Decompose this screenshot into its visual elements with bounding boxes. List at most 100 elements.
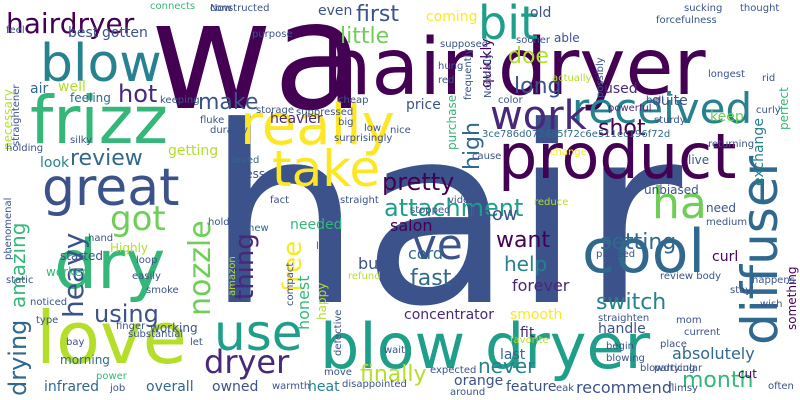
word: supposed [440, 39, 489, 50]
word: light [316, 241, 339, 252]
word: air [30, 81, 49, 97]
word: fluke [200, 115, 225, 126]
word: defective [333, 309, 344, 356]
word: exchange [751, 118, 767, 186]
word: particular [654, 363, 703, 374]
word: connects [150, 1, 196, 12]
word: review [70, 146, 143, 171]
word: keep [710, 109, 744, 125]
word: heavier [270, 111, 323, 127]
word: power [96, 371, 127, 382]
word: honest [294, 275, 313, 330]
word: color [498, 95, 523, 106]
word: forever [512, 276, 570, 295]
word: orange [454, 373, 504, 389]
word: eak [556, 383, 575, 394]
word: shot [598, 116, 646, 141]
word: cheap [338, 95, 369, 106]
word: hairdryer [6, 7, 135, 40]
word: ball [646, 95, 665, 106]
word: favorite [510, 335, 549, 346]
word: cause [472, 151, 502, 162]
word: nozzle [183, 220, 218, 316]
word: possibly [595, 57, 606, 98]
word: ha [652, 178, 707, 229]
word: purchase [445, 94, 459, 150]
word: feeling [70, 91, 111, 105]
word: owned [212, 379, 259, 395]
word: quite [652, 93, 688, 109]
word: frizz [30, 82, 168, 159]
word: loved [232, 155, 260, 166]
word: finally [360, 362, 427, 387]
word: keeping [160, 95, 200, 106]
word: bit [478, 0, 539, 50]
word: job [110, 383, 126, 394]
word: handle [598, 321, 646, 337]
word: frequently [463, 48, 474, 100]
word: ve [412, 220, 463, 269]
word: using [94, 300, 159, 328]
word: built [358, 254, 394, 273]
word: feature [506, 379, 557, 395]
word: work [490, 93, 587, 139]
word: holding [6, 143, 44, 154]
word: feel [6, 25, 25, 36]
word: smoke [146, 285, 179, 296]
word: smooth [510, 307, 563, 323]
word: review body [660, 271, 721, 282]
word: sucking [684, 3, 723, 14]
word: stay [730, 285, 752, 296]
word: noticed [30, 297, 68, 308]
word: morning [60, 353, 110, 367]
word: often [768, 381, 794, 392]
word: want [496, 228, 551, 253]
word: wait [384, 345, 406, 356]
word: medium [706, 217, 748, 228]
word: extra [234, 189, 261, 200]
word: got [110, 199, 166, 239]
word: help [504, 252, 548, 276]
word: phenomenal [3, 197, 14, 260]
word: expected [430, 365, 477, 376]
word: big [338, 117, 354, 128]
word: thought [740, 3, 780, 14]
word: setting [600, 230, 677, 255]
word: cool [582, 217, 706, 287]
word: needed [290, 217, 343, 233]
word: begin [606, 341, 634, 352]
word: used [604, 81, 638, 97]
word: rid [762, 73, 776, 84]
word: disappointed [342, 379, 407, 390]
word: substantial [128, 329, 184, 340]
word: easily [132, 271, 161, 282]
word: straight [340, 195, 379, 206]
word: stopped [410, 205, 451, 216]
word: fit [520, 325, 535, 341]
word: flimsy [668, 383, 698, 394]
word: finger [116, 321, 146, 332]
word: old [530, 5, 552, 21]
word: warmth [272, 381, 311, 392]
word: little [340, 24, 390, 49]
word: able [554, 31, 580, 45]
word: concentrator [404, 307, 494, 323]
word: month [682, 368, 754, 393]
word: current [684, 327, 721, 338]
word: coming [426, 9, 478, 25]
word: Normally [483, 53, 494, 98]
word: blowdrying [640, 363, 696, 374]
word: really [240, 93, 395, 158]
word: powerful [608, 103, 652, 114]
word: cut [738, 367, 757, 381]
word: getting [168, 143, 219, 159]
word: hair dryer [322, 23, 706, 113]
word: purpose [252, 29, 293, 40]
word: lo [612, 273, 623, 287]
word: use [214, 304, 303, 362]
word: make [198, 90, 259, 115]
word: live [688, 153, 710, 167]
word: returning [708, 139, 755, 150]
word: video [448, 195, 476, 206]
